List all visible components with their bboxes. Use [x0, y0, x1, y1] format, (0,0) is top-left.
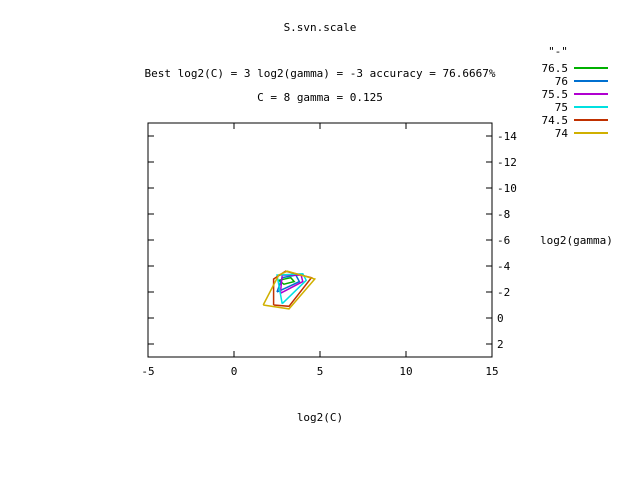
legend-label: 75 — [555, 101, 568, 114]
y-tick-label: -10 — [497, 182, 517, 195]
legend-label: 74 — [555, 127, 569, 140]
x-tick-label: 15 — [485, 365, 498, 378]
x-tick-label: 5 — [317, 365, 324, 378]
contour-line-75 — [276, 273, 308, 305]
y-tick-label: -14 — [497, 130, 517, 143]
x-tick-label: -5 — [141, 365, 154, 378]
legend-label: 76.5 — [542, 62, 569, 75]
y-tick-label: -6 — [497, 234, 510, 247]
best-params-line: Best log2(C) = 3 log2(gamma) = -3 accura… — [145, 67, 496, 80]
chart-title: S.svn.scale — [284, 21, 357, 34]
contour-lines — [262, 270, 317, 310]
y-axis-label: log2(gamma) — [540, 234, 613, 247]
y-tick-label: 0 — [497, 312, 504, 325]
contour-line-74 — [262, 270, 317, 310]
axis-ticks: -5 0 5 10 15 -14 -12 -10 -8 -6 -4 -2 0 2 — [141, 123, 517, 378]
x-tick-label: 10 — [399, 365, 412, 378]
legend-label: 76 — [555, 75, 568, 88]
legend-title: "-" — [548, 45, 568, 58]
y-tick-label: -2 — [497, 286, 510, 299]
y-tick-label: -4 — [497, 260, 511, 273]
y-tick-label: -8 — [497, 208, 510, 221]
x-tick-label: 0 — [231, 365, 238, 378]
y-tick-label: -12 — [497, 156, 517, 169]
best-c-gamma-line: C = 8 gamma = 0.125 — [257, 91, 383, 104]
legend-label: 74.5 — [542, 114, 569, 127]
y-tick-label: 2 — [497, 338, 504, 351]
legend-label: 75.5 — [542, 88, 569, 101]
x-axis-label: log2(C) — [297, 411, 343, 424]
plot-area-frame — [147, 122, 493, 358]
